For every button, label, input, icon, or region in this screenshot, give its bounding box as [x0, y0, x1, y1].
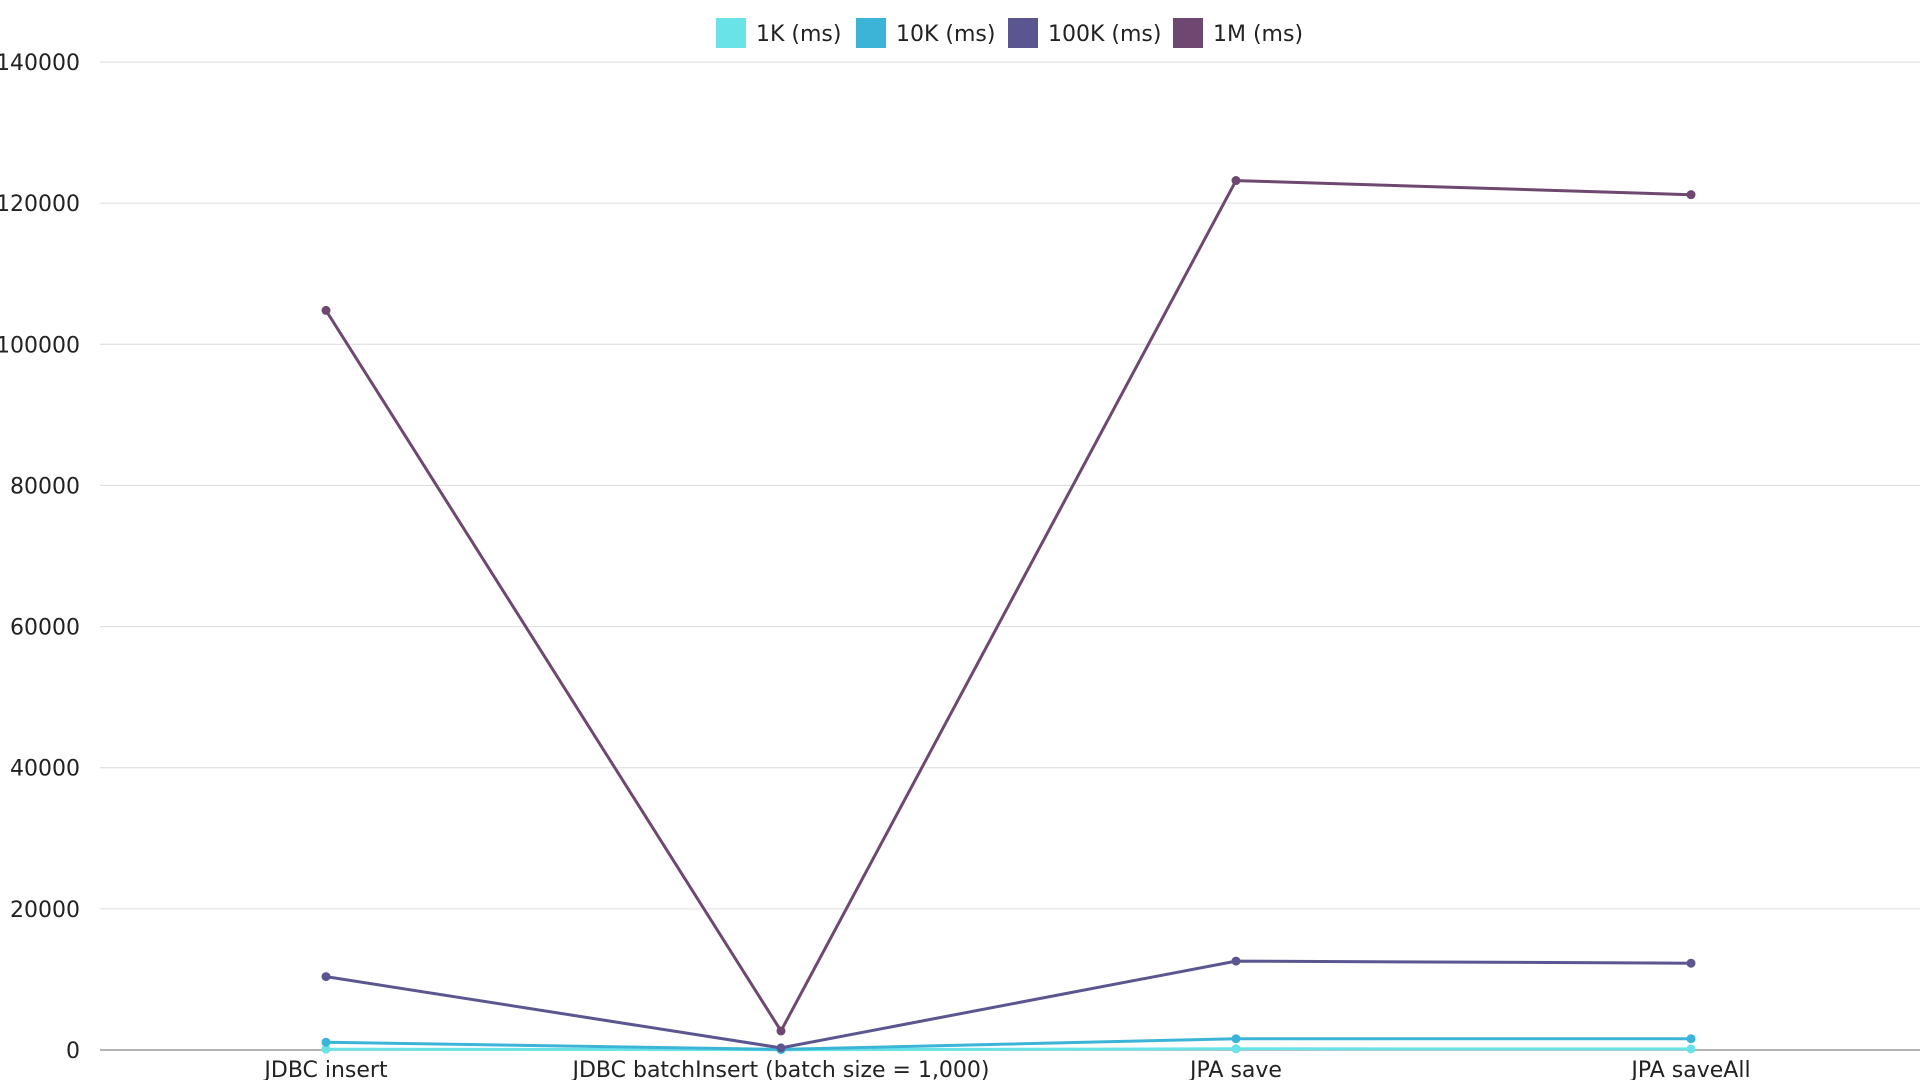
legend-swatch — [856, 18, 886, 48]
data-point[interactable] — [1686, 958, 1696, 968]
x-tick-label: JPA saveAll — [1629, 1058, 1750, 1080]
data-point[interactable] — [776, 1026, 786, 1036]
data-point[interactable] — [1686, 1034, 1696, 1044]
series-1 — [321, 1034, 1696, 1054]
legend-label: 100K (ms) — [1048, 22, 1161, 47]
data-point[interactable] — [776, 1043, 786, 1053]
legend-label: 10K (ms) — [896, 22, 995, 47]
y-tick-label: 120000 — [0, 192, 80, 217]
grid-layer — [100, 61, 1920, 1051]
series-line — [324, 1037, 1693, 1051]
series-layer — [321, 176, 1696, 1055]
y-tick-label: 40000 — [10, 757, 80, 782]
data-point[interactable] — [1686, 1044, 1696, 1054]
data-point[interactable] — [1231, 956, 1241, 966]
series-line — [324, 1047, 1693, 1052]
data-point[interactable] — [321, 972, 331, 982]
legend-swatch — [716, 18, 746, 48]
legend-item[interactable]: 100K (ms) — [1008, 18, 1161, 48]
legend-item[interactable]: 10K (ms) — [856, 18, 995, 48]
series-3 — [321, 176, 1696, 1036]
legend-item[interactable]: 1K (ms) — [716, 18, 841, 48]
data-point[interactable] — [321, 1037, 331, 1047]
y-tick-label: 20000 — [10, 898, 80, 923]
x-tick-label: JDBC insert — [262, 1058, 388, 1080]
series-line — [324, 959, 1693, 1050]
legend-item[interactable]: 1M (ms) — [1173, 18, 1303, 48]
y-tick-label: 60000 — [10, 616, 80, 641]
legend-label: 1K (ms) — [756, 22, 841, 47]
legend-swatch — [1173, 18, 1203, 48]
y-tick-label: 140000 — [0, 51, 80, 76]
axis-layer: 0 20000 40000 60000 80000 100000 120000 140000 J… — [0, 51, 1751, 1080]
y-tick-label: 0 — [66, 1039, 80, 1064]
data-point[interactable] — [1231, 1044, 1241, 1054]
data-point[interactable] — [321, 1044, 331, 1054]
data-point[interactable] — [1231, 1034, 1241, 1044]
legend-label: 1M (ms) — [1213, 22, 1303, 47]
x-tick-label: JPA save — [1188, 1058, 1282, 1080]
series-line — [324, 179, 1693, 1033]
y-tick-label: 80000 — [10, 474, 80, 499]
series-2 — [321, 956, 1696, 1053]
legend-swatch — [1008, 18, 1038, 48]
data-point[interactable] — [1231, 176, 1241, 186]
legend: 1K (ms) 10K (ms) 100K (ms) 1M (ms) — [716, 18, 1303, 48]
data-point[interactable] — [1686, 190, 1696, 200]
data-point[interactable] — [321, 305, 331, 315]
y-tick-label: 100000 — [0, 333, 80, 358]
x-tick-label: JDBC batchInsert (batch size = 1,000) — [570, 1058, 989, 1080]
